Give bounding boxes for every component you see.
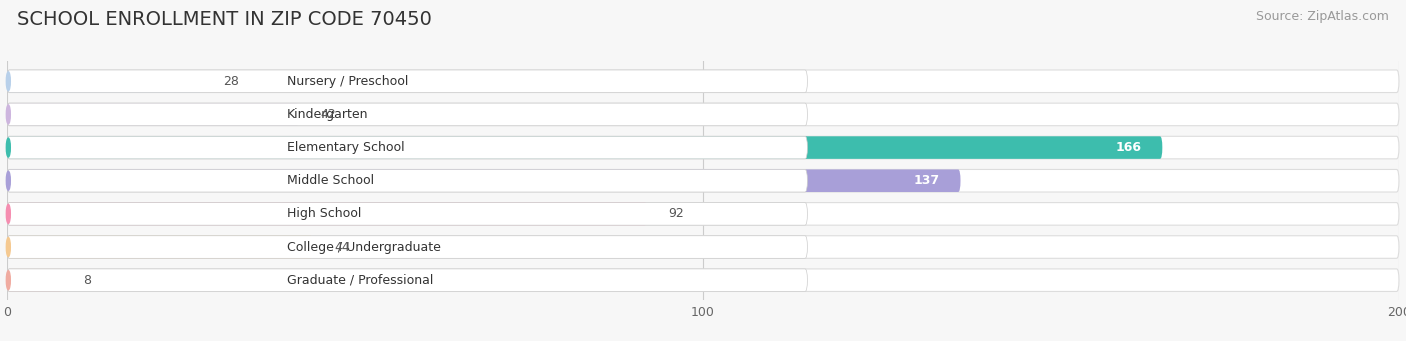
FancyBboxPatch shape: [7, 236, 807, 258]
Text: SCHOOL ENROLLMENT IN ZIP CODE 70450: SCHOOL ENROLLMENT IN ZIP CODE 70450: [17, 10, 432, 29]
Text: Middle School: Middle School: [287, 174, 374, 187]
FancyBboxPatch shape: [7, 236, 314, 258]
FancyBboxPatch shape: [7, 70, 807, 92]
FancyBboxPatch shape: [7, 103, 807, 126]
Circle shape: [7, 238, 10, 256]
FancyBboxPatch shape: [7, 203, 807, 225]
FancyBboxPatch shape: [7, 70, 1399, 92]
FancyBboxPatch shape: [7, 136, 807, 159]
Circle shape: [7, 271, 10, 290]
FancyBboxPatch shape: [7, 269, 1399, 292]
Text: 92: 92: [668, 207, 683, 220]
FancyBboxPatch shape: [7, 103, 1399, 126]
Circle shape: [7, 171, 10, 190]
Text: Nursery / Preschool: Nursery / Preschool: [287, 75, 409, 88]
FancyBboxPatch shape: [7, 136, 1399, 159]
FancyBboxPatch shape: [7, 203, 647, 225]
FancyBboxPatch shape: [7, 103, 299, 126]
FancyBboxPatch shape: [7, 169, 960, 192]
Text: 44: 44: [335, 240, 350, 254]
FancyBboxPatch shape: [7, 236, 1399, 258]
FancyBboxPatch shape: [7, 169, 807, 192]
Text: Elementary School: Elementary School: [287, 141, 405, 154]
Circle shape: [7, 72, 10, 91]
FancyBboxPatch shape: [7, 70, 202, 92]
Text: High School: High School: [287, 207, 361, 220]
FancyBboxPatch shape: [7, 136, 1163, 159]
Text: Source: ZipAtlas.com: Source: ZipAtlas.com: [1256, 10, 1389, 23]
Text: Kindergarten: Kindergarten: [287, 108, 368, 121]
Text: 166: 166: [1115, 141, 1142, 154]
Text: 28: 28: [222, 75, 239, 88]
Circle shape: [7, 105, 10, 124]
FancyBboxPatch shape: [7, 269, 63, 292]
Circle shape: [7, 204, 10, 223]
Text: 8: 8: [83, 274, 91, 287]
Circle shape: [7, 138, 10, 157]
FancyBboxPatch shape: [7, 169, 1399, 192]
FancyBboxPatch shape: [7, 203, 1399, 225]
Text: Graduate / Professional: Graduate / Professional: [287, 274, 433, 287]
Text: 42: 42: [321, 108, 336, 121]
Text: 137: 137: [914, 174, 939, 187]
FancyBboxPatch shape: [7, 269, 807, 292]
Text: College / Undergraduate: College / Undergraduate: [287, 240, 441, 254]
